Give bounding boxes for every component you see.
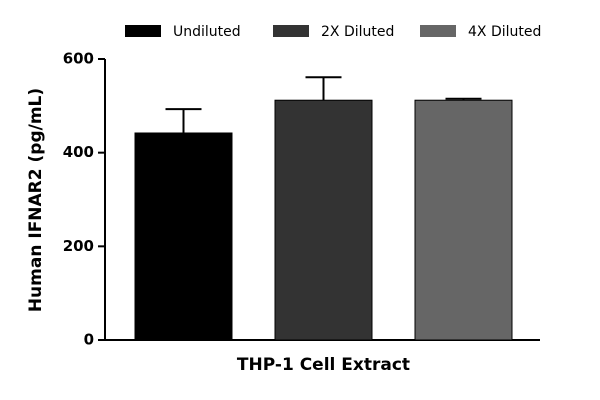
legend-swatch bbox=[125, 25, 161, 37]
bar bbox=[134, 132, 233, 341]
legend-label: 2X Diluted bbox=[321, 24, 394, 40]
bar bbox=[414, 99, 513, 341]
y-tick-label: 0 bbox=[84, 331, 94, 349]
legend-swatch bbox=[273, 25, 309, 37]
y-tick-label: 600 bbox=[63, 50, 94, 68]
y-tick-label: 400 bbox=[63, 143, 94, 161]
legend-label: 4X Diluted bbox=[468, 24, 541, 40]
bar bbox=[274, 99, 373, 341]
legend-swatch bbox=[420, 25, 456, 37]
y-axis-title: Human IFNAR2 (pg/mL) bbox=[26, 88, 46, 312]
legend-label: Undiluted bbox=[173, 24, 241, 40]
y-tick-label: 200 bbox=[63, 237, 94, 255]
x-tick-label: THP-1 Cell Extract bbox=[237, 355, 410, 375]
